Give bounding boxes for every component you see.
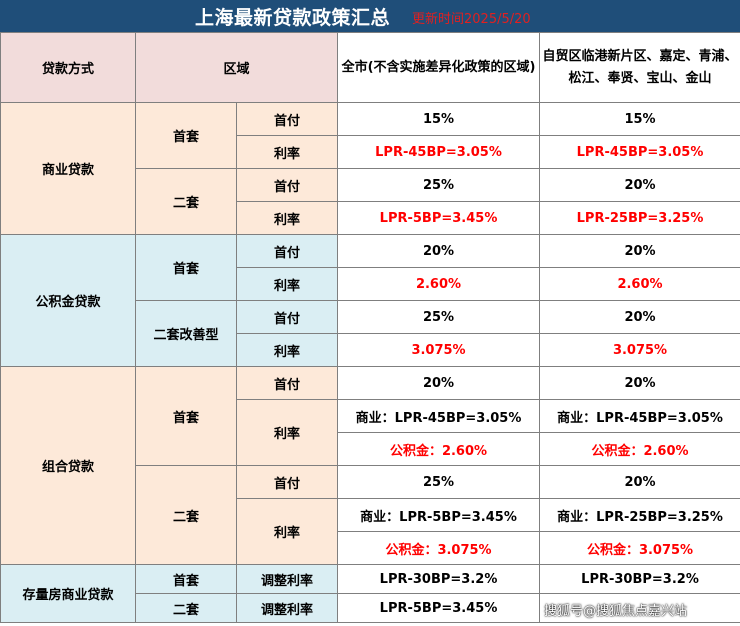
table-row: 组合贷款 首套 首付 20% 20% [0, 366, 740, 565]
rate-label: 利率 [235, 267, 339, 301]
table-row: 利率 商业：LPR-5BP=3.45% 商业：LPR-25BP=3.25% [1, 498, 740, 565]
existing-second-rate-city: LPR-5BP=3.45% [337, 593, 541, 623]
commercial-second-label: 二套 [135, 168, 237, 235]
table-row: 存量房商业贷款 首套 调整利率 LPR-30BP=3.2% LPR-30BP=3… [0, 564, 740, 623]
table-row: 公积金贷款 首套 首付 20% 20% [0, 234, 740, 367]
provident-first-label: 首套 [135, 234, 237, 301]
combo-loan-label: 组合贷款 [0, 366, 136, 565]
adjusted-rate-label: 调整利率 [235, 564, 339, 594]
combo-second-rate-provident-city: 公积金：3.075% [337, 531, 541, 565]
commercial-first-label: 首套 [135, 102, 237, 169]
down-payment-label: 首付 [235, 168, 339, 202]
commercial-second-rate-zone: LPR-25BP=3.25% [539, 201, 740, 235]
combo-first-rate-commercial-zone: 商业：LPR-45BP=3.05% [539, 399, 740, 433]
combo-second-dp-zone: 20% [539, 465, 740, 499]
combo-second-rate-commercial-city: 商业：LPR-5BP=3.45% [337, 498, 541, 532]
combo-first-rate-provident-zone: 公积金：2.60% [539, 432, 740, 466]
page-title: 上海最新贷款政策汇总 [195, 7, 391, 29]
existing-first-label: 首套 [135, 564, 237, 594]
table-row: 利率 2.60% 2.60% [1, 267, 740, 301]
table-row: 二套改善型 首付 25% 20% [1, 300, 740, 367]
down-payment-label: 首付 [235, 366, 339, 400]
existing-first-rate-zone: LPR-30BP=3.2% [539, 564, 740, 594]
combo-second-rate-provident-zone: 公积金：3.075% [539, 531, 740, 565]
header-special-zone: 自贸区临港新片区、嘉定、青浦、松江、奉贤、宝山、金山 [539, 32, 740, 103]
table-header-row: 贷款方式 区域 全市(不含实施差异化政策的区域) 自贸区临港新片区、嘉定、青浦、… [0, 32, 740, 103]
combo-first-rate-provident-city: 公积金：2.60% [337, 432, 541, 466]
header-city-wide: 全市(不含实施差异化政策的区域) [337, 32, 541, 103]
table-row: 利率 LPR-45BP=3.05% LPR-45BP=3.05% [1, 135, 740, 169]
existing-second-label: 二套 [135, 593, 237, 623]
update-date: 更新时间2025/5/20 [412, 12, 531, 27]
table-row: 利率 商业：LPR-45BP=3.05% 商业：LPR-45BP=3.05% [1, 399, 740, 466]
header-loan-type: 贷款方式 [0, 32, 136, 103]
rate-label: 利率 [235, 399, 339, 466]
down-payment-label: 首付 [235, 234, 339, 268]
provident-first-rate-city: 2.60% [337, 267, 541, 301]
down-payment-label: 首付 [235, 465, 339, 499]
table-row: 公积金：2.60% 公积金：2.60% [1, 432, 740, 466]
existing-first-rate-city: LPR-30BP=3.2% [337, 564, 541, 594]
down-payment-label: 首付 [235, 300, 339, 334]
commercial-first-rate-zone: LPR-45BP=3.05% [539, 135, 740, 169]
combo-second-rate-commercial-zone: 商业：LPR-25BP=3.25% [539, 498, 740, 532]
watermark: 搜狐号@搜狐焦点嘉兴站 [544, 604, 688, 619]
combo-first-dp-city: 20% [337, 366, 541, 400]
commercial-first-dp-zone: 15% [539, 102, 740, 136]
existing-second-rate-zone [539, 593, 740, 623]
table-row: 二套 首付 25% 20% [1, 168, 740, 235]
combo-first-rate-commercial-city: 商业：LPR-45BP=3.05% [337, 399, 541, 433]
combo-first-dp-zone: 20% [539, 366, 740, 400]
rate-label: 利率 [235, 333, 339, 367]
title-bar: 上海最新贷款政策汇总 更新时间2025/5/20 [0, 0, 740, 32]
provident-second-rate-city: 3.075% [337, 333, 541, 367]
commercial-first-dp-city: 15% [337, 102, 541, 136]
policy-table: 贷款方式 区域 全市(不含实施差异化政策的区域) 自贸区临港新片区、嘉定、青浦、… [0, 32, 740, 623]
rate-label: 利率 [235, 201, 339, 235]
provident-second-dp-city: 25% [337, 300, 541, 334]
provident-second-label: 二套改善型 [135, 300, 237, 367]
down-payment-label: 首付 [235, 102, 339, 136]
provident-second-dp-zone: 20% [539, 300, 740, 334]
provident-second-rate-zone: 3.075% [539, 333, 740, 367]
provident-first-rate-zone: 2.60% [539, 267, 740, 301]
provident-first-dp-zone: 20% [539, 234, 740, 268]
header-region: 区域 [134, 32, 339, 103]
combo-first-label: 首套 [135, 366, 237, 466]
rate-label: 利率 [235, 498, 339, 565]
commercial-second-rate-city: LPR-5BP=3.45% [337, 201, 541, 235]
combo-second-label: 二套 [135, 465, 237, 565]
commercial-second-dp-zone: 20% [539, 168, 740, 202]
rate-label: 利率 [235, 135, 339, 169]
commercial-first-rate-city: LPR-45BP=3.05% [337, 135, 541, 169]
table-row: 利率 LPR-5BP=3.45% LPR-25BP=3.25% [1, 201, 740, 235]
table-row: 二套 首付 25% 20% [1, 465, 740, 565]
adjusted-rate-label: 调整利率 [235, 593, 339, 623]
existing-loan-label: 存量房商业贷款 [0, 564, 136, 623]
commercial-second-dp-city: 25% [337, 168, 541, 202]
provident-loan-label: 公积金贷款 [0, 234, 136, 367]
provident-first-dp-city: 20% [337, 234, 541, 268]
table-row: 利率 3.075% 3.075% [1, 333, 740, 367]
commercial-loan-label: 商业贷款 [0, 102, 136, 235]
table-row: 公积金：3.075% 公积金：3.075% [1, 531, 740, 565]
table-row: 二套 调整利率 LPR-5BP=3.45% [1, 593, 740, 623]
table-row: 商业贷款 首套 首付 15% 15% [0, 102, 740, 235]
combo-second-dp-city: 25% [337, 465, 541, 499]
